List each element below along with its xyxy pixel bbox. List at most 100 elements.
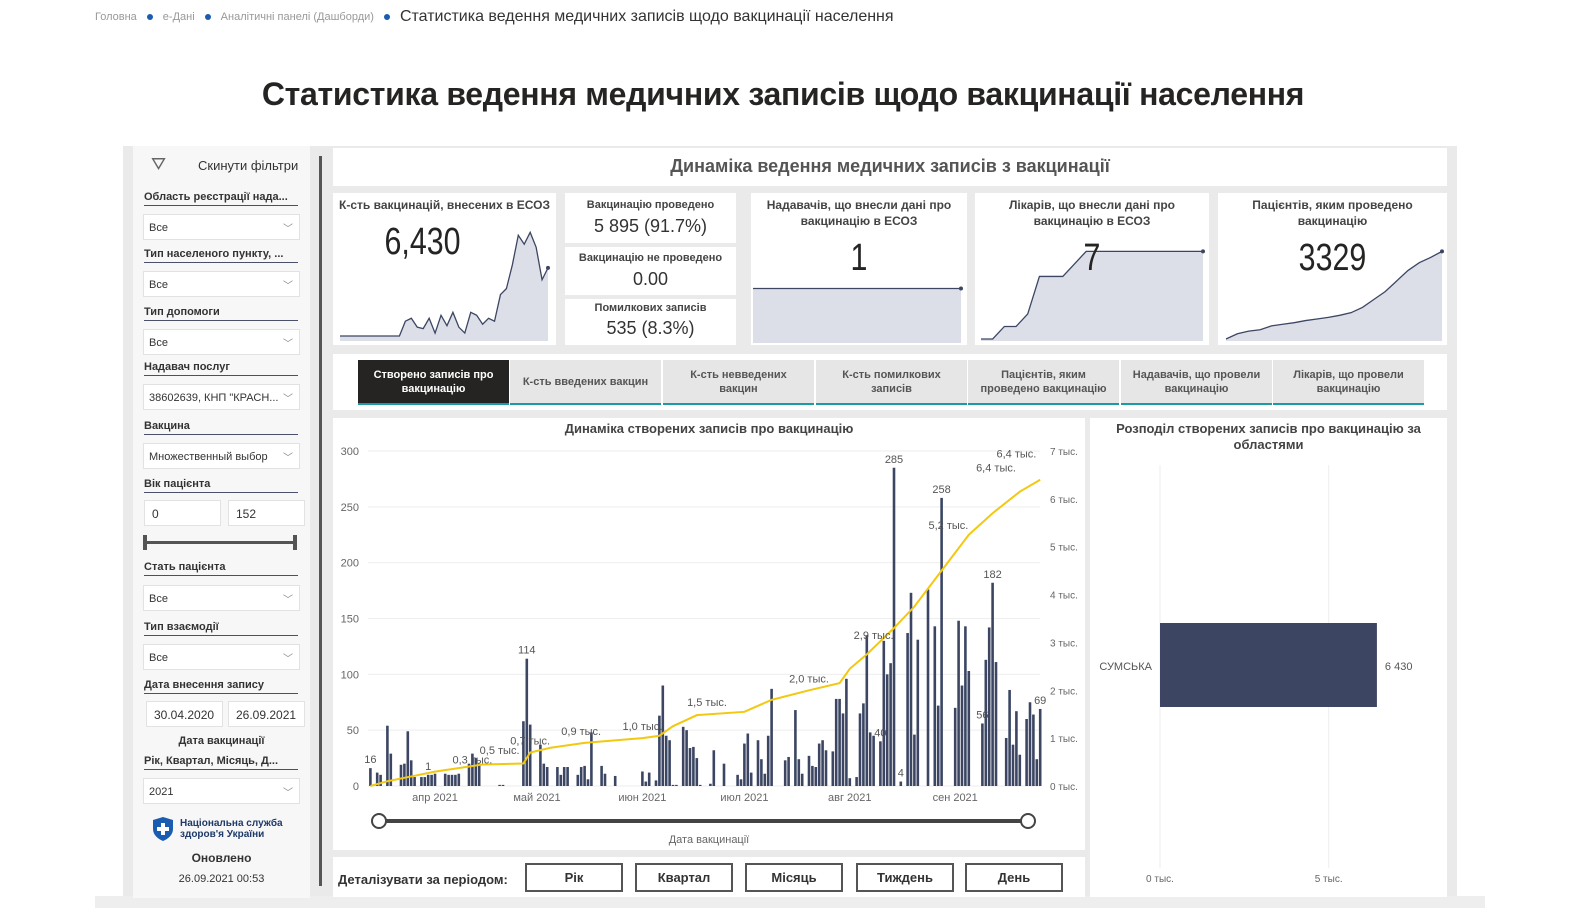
- age-max-input[interactable]: 152: [228, 500, 305, 526]
- sparkline-end-dot: [1201, 249, 1205, 254]
- panel-scrollbar[interactable]: [319, 156, 322, 886]
- bar: [443, 773, 447, 786]
- bar: [685, 730, 688, 786]
- age-slider-max-handle[interactable]: [293, 535, 297, 550]
- slider-end-handle[interactable]: [1020, 813, 1036, 829]
- bar: [964, 626, 967, 786]
- tab-doctors[interactable]: Лікарів, що провели вакцинацію: [1273, 360, 1424, 405]
- y2-tick-label: 6 тыс.: [1050, 495, 1078, 506]
- bar: [450, 774, 454, 786]
- vaccine-filter-select[interactable]: Множественный выбор ﹀: [143, 443, 300, 469]
- tab-error-records[interactable]: К-сть помилкових записів: [816, 360, 967, 405]
- region-filter-select[interactable]: Все ﹀: [143, 214, 300, 240]
- line-data-label: 5,2 тыс.: [928, 520, 968, 532]
- bar: [858, 713, 862, 786]
- sparkline-area: [340, 232, 548, 341]
- reset-filters-button[interactable]: Скинути фільтри: [198, 158, 299, 173]
- bar: [389, 753, 393, 786]
- bar: [885, 674, 889, 786]
- filter-reset-icon[interactable]: ⛛: [151, 154, 167, 174]
- bar: [681, 726, 685, 786]
- bar: [423, 777, 427, 786]
- tab-providers[interactable]: Надавачів, що провели вакцинацію: [1121, 360, 1272, 405]
- bar: [1004, 737, 1008, 786]
- provider-filter-select[interactable]: 38602639, КНП "КРАСН... ﹀: [143, 384, 300, 410]
- bar: [926, 589, 930, 786]
- bar: [457, 773, 461, 786]
- period-month-button[interactable]: Місяць: [745, 863, 843, 892]
- slider-start-handle[interactable]: [371, 813, 387, 829]
- line-data-label: 0,7 тыс.: [510, 736, 550, 748]
- y-tick-label: 0: [353, 781, 359, 793]
- line-data-label: 2,0 тыс.: [789, 673, 829, 685]
- care-filter-select[interactable]: Все ﹀: [143, 329, 300, 355]
- breadcrumb-dashboards[interactable]: Аналітичні панелі (Дашборди): [220, 11, 374, 23]
- section-header: Динаміка ведення медичних записів з вакц…: [333, 148, 1447, 186]
- region-filter-label: Область реєстрації нада...: [144, 191, 298, 206]
- y2-tick-label: 7 тыс.: [1050, 447, 1078, 458]
- bar: [940, 497, 943, 786]
- bar: [722, 763, 726, 786]
- age-range-slider[interactable]: [145, 541, 297, 544]
- region-bar: [1160, 623, 1377, 707]
- bar: [763, 773, 767, 786]
- care-filter-label: Тип допомоги: [144, 306, 298, 321]
- bar: [467, 763, 471, 786]
- bar: [477, 763, 481, 786]
- bar: [1035, 759, 1039, 786]
- period-quarter-button[interactable]: Квартал: [635, 863, 733, 892]
- bar: [794, 710, 797, 786]
- bar: [471, 753, 474, 786]
- hierarchy-filter-select[interactable]: 2021 ﹀: [143, 778, 300, 804]
- bar: [909, 592, 913, 786]
- bar: [797, 759, 801, 786]
- period-week-button[interactable]: Тиждень: [856, 863, 954, 892]
- dynamics-chart-title: Динаміка створених записів про вакцинаці…: [564, 421, 854, 436]
- bar: [936, 705, 940, 786]
- bar: [821, 740, 824, 786]
- bar: [739, 779, 743, 786]
- bar: [1018, 754, 1022, 786]
- period-day-button[interactable]: День: [965, 863, 1063, 892]
- kpi-total-card: К-сть вакцинацій, внесених в ЕСОЗ 6,430: [333, 193, 556, 345]
- bar: [375, 772, 379, 786]
- tab-records-created[interactable]: Створено записів про вакцинацію: [358, 360, 509, 405]
- x-tick-label: май 2021: [513, 792, 560, 804]
- bar: [559, 774, 563, 786]
- sparkline-area: [1226, 251, 1442, 341]
- sex-filter-select[interactable]: Все ﹀: [143, 585, 300, 611]
- tab-patients[interactable]: Пацієнтів, яким проведено вакцинацію: [968, 360, 1119, 405]
- bar-data-label: 1: [425, 761, 431, 773]
- settlement-filter-select[interactable]: Все ﹀: [143, 271, 300, 297]
- age-slider-min-handle[interactable]: [143, 535, 147, 550]
- period-year-button[interactable]: Рік: [525, 863, 623, 892]
- y2-tick-label: 5 тыс.: [1050, 543, 1078, 554]
- bar: [562, 767, 566, 786]
- bar: [641, 771, 644, 786]
- interaction-filter-select[interactable]: Все ﹀: [143, 644, 300, 670]
- chevron-down-icon: ﹀: [283, 224, 293, 235]
- entry-date-to-input[interactable]: 26.09.2021: [228, 701, 305, 727]
- bar: [811, 765, 814, 786]
- tab-vaccines-given[interactable]: К-сть введених вакцин: [510, 360, 661, 405]
- kpi-doctors-sparkline: [981, 249, 1205, 341]
- bar: [613, 775, 617, 786]
- breadcrumb-edata[interactable]: е-Дані: [162, 11, 195, 23]
- x-tick-label: 0 тыс.: [1146, 874, 1174, 885]
- breadcrumb-home[interactable]: Головна: [95, 11, 137, 23]
- sparkline-end-dot: [959, 286, 963, 291]
- bar: [399, 764, 403, 786]
- bar: [668, 740, 671, 786]
- bar-data-label: 182: [983, 569, 1001, 581]
- chevron-down-icon: ﹀: [283, 339, 293, 350]
- age-min-input[interactable]: 0: [144, 500, 221, 526]
- bar: [882, 640, 886, 786]
- entry-date-from-input[interactable]: 30.04.2020: [146, 701, 223, 727]
- tab-vaccines-not-given[interactable]: К-сть невведених вакцин: [663, 360, 814, 405]
- bar: [889, 663, 892, 786]
- line-data-label: 6,4 тыс.: [976, 463, 1016, 475]
- bar: [1008, 689, 1011, 786]
- bar: [1015, 711, 1018, 786]
- bar: [498, 784, 501, 786]
- y-tick-label: 200: [341, 558, 359, 570]
